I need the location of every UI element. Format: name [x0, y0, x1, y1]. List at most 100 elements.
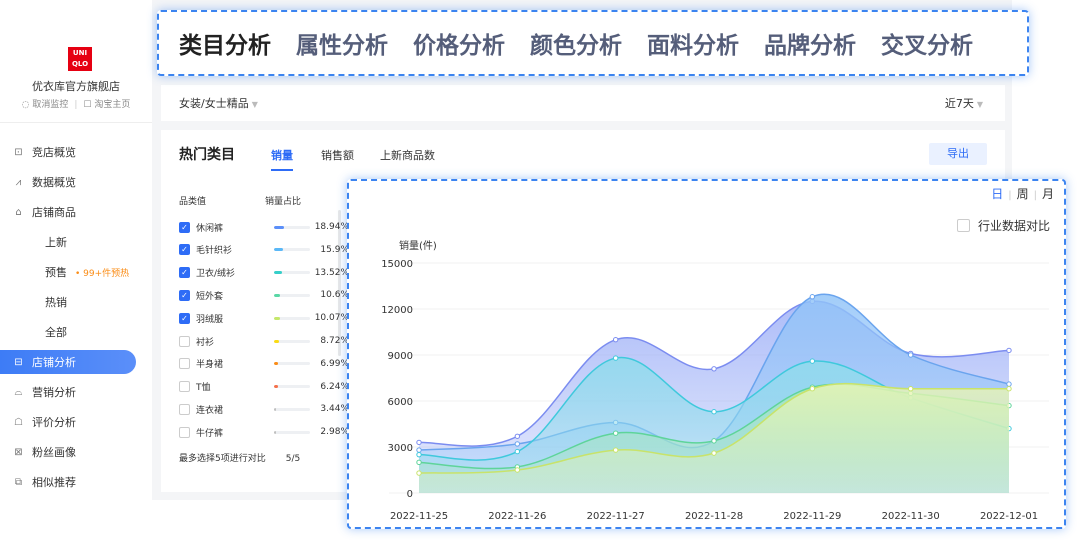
cancel-monitor-link[interactable]: ◌ 取消监控	[21, 100, 69, 110]
category-checkbox[interactable]	[179, 403, 190, 415]
data-point	[809, 358, 816, 364]
analysis-tab-3[interactable]: 颜色分析	[530, 33, 622, 59]
sidebar-item-8[interactable]: ⌓ 营销分析	[0, 380, 136, 404]
export-button[interactable]: 导出	[929, 143, 987, 165]
copy-icon: ⧉	[14, 476, 23, 488]
scrollbar[interactable]	[338, 210, 341, 356]
sidebar-item-2[interactable]: ⌂ 店铺商品	[0, 200, 136, 224]
share-bar	[274, 248, 310, 252]
category-name: 毛针织衫	[196, 246, 233, 257]
x-tick-label: 2022-11-26	[488, 511, 546, 522]
period-week[interactable]: 周	[1016, 187, 1029, 201]
sidebar-item-label: 竞店概览	[32, 146, 76, 159]
share-bar	[274, 407, 310, 411]
sidebar-item-11[interactable]: ⧉ 相似推荐	[0, 470, 136, 494]
sidebar-item-0[interactable]: ⊡ 竞店概览	[0, 140, 136, 164]
category-name: 羽绒服	[196, 314, 224, 325]
sidebar-item-label: 热销	[45, 296, 67, 309]
data-point	[711, 366, 717, 372]
sales-trend-chart: 日 | 周 | 月 行业数据对比 0 3000 6000 9000 12000 15000 销量(件…	[347, 179, 1066, 529]
y-tick-label: 6000	[388, 397, 413, 408]
category-row[interactable]: 牛仔裤 2.98%	[179, 423, 349, 441]
category-row[interactable]: ✓ 卫衣/绒衫 13.52%	[179, 264, 349, 282]
data-point	[1006, 381, 1012, 387]
panel-title: 热门类目	[179, 147, 235, 163]
period-day[interactable]: 日	[991, 187, 1004, 201]
analysis-tab-0[interactable]: 类目分析	[179, 33, 271, 59]
analysis-tab-5[interactable]: 品牌分析	[764, 33, 856, 59]
sidebar-item-label: 粉丝画像	[32, 446, 76, 459]
shop-actions: ◌ 取消监控 | ☐ 淘宝主页	[21, 100, 131, 110]
gift-icon: ⌓	[14, 386, 23, 398]
logo-text-bottom: QLO	[71, 60, 89, 68]
tab-new-items[interactable]: 上新商品数	[380, 149, 435, 162]
data-point	[612, 355, 619, 361]
category-checkbox[interactable]	[179, 358, 190, 370]
data-point	[809, 294, 816, 300]
category-row[interactable]: 连衣裙 3.44%	[179, 400, 349, 418]
analysis-tab-1[interactable]: 属性分析	[296, 33, 388, 59]
compare-checkbox[interactable]	[956, 219, 970, 232]
sidebar-item-label: 预售	[45, 266, 67, 279]
category-row[interactable]: ✓ 毛针织衫 15.9%	[179, 241, 349, 259]
analysis-tab-2[interactable]: 价格分析	[413, 33, 505, 59]
fans-icon: ⊠	[14, 446, 23, 458]
sidebar-item-5[interactable]: 热销	[0, 290, 136, 314]
share-bar	[274, 293, 310, 297]
taobao-home-link[interactable]: ☐ 淘宝主页	[83, 100, 131, 110]
y-tick-label: 15000	[381, 259, 413, 270]
sidebar-item-3[interactable]: 上新	[0, 230, 136, 254]
category-share: 8.72%	[320, 336, 350, 346]
sidebar-divider	[0, 122, 152, 123]
category-row[interactable]: 衬衫 8.72%	[179, 332, 349, 350]
y-axis-label: 销量(件)	[399, 239, 437, 252]
column-header-category: 品类值	[179, 197, 207, 207]
category-name: 牛仔裤	[196, 428, 224, 439]
share-bar-fill	[274, 430, 277, 434]
category-checkbox[interactable]: ✓	[179, 312, 190, 324]
filter-bar: 女装/女士精品 ▼ 近7天 ▼	[161, 85, 1005, 121]
category-row[interactable]: ✓ 羽绒服 10.07%	[179, 309, 349, 327]
category-checkbox[interactable]: ✓	[179, 289, 190, 301]
sidebar-item-7[interactable]: ⊟ 店铺分析	[0, 350, 136, 374]
sidebar-item-9[interactable]: ☖ 评价分析	[0, 410, 136, 434]
category-row[interactable]: ✓ 短外套 10.6%	[179, 286, 349, 304]
sidebar-item-10[interactable]: ⊠ 粉丝画像	[0, 440, 136, 464]
chevron-down-icon: ▼	[251, 100, 258, 109]
sidebar-item-label: 数据概览	[32, 176, 76, 189]
line-chart-icon: ⩘	[15, 176, 22, 188]
tab-sales-volume[interactable]: 销量	[271, 149, 293, 171]
analysis-tab-4[interactable]: 面料分析	[647, 33, 739, 59]
tab-sales-amount[interactable]: 销售额	[321, 149, 354, 162]
category-checkbox[interactable]: ✓	[179, 221, 190, 233]
compare-limit-text: 最多选择5项进行对比	[179, 454, 266, 464]
y-tick-label: 3000	[388, 443, 413, 454]
industry-compare-toggle[interactable]: 行业数据对比	[956, 217, 1050, 234]
sidebar-item-1[interactable]: ⩘ 数据概览	[0, 170, 136, 194]
category-checkbox[interactable]: ✓	[179, 267, 190, 279]
sidebar-item-label: 相似推荐	[32, 476, 76, 489]
period-select[interactable]: 近7天 ▼	[945, 95, 983, 111]
series-area-4	[419, 383, 1009, 493]
x-tick-label: 2022-11-28	[685, 511, 743, 522]
sidebar-item-label: 营销分析	[32, 386, 76, 399]
analysis-tab-6[interactable]: 交叉分析	[881, 33, 973, 59]
sidebar-item-label: 上新	[45, 236, 67, 249]
x-tick-label: 2022-12-01	[980, 511, 1038, 522]
share-bar	[274, 316, 310, 320]
sidebar-item-6[interactable]: 全部	[0, 320, 136, 344]
category-checkbox[interactable]: ✓	[179, 244, 190, 256]
period-toggle: 日 | 周 | 月	[991, 187, 1054, 201]
x-tick-label: 2022-11-30	[882, 511, 940, 522]
bag-icon: ⌂	[15, 206, 22, 218]
category-row[interactable]: ✓ 休闲裤 18.94%	[179, 218, 349, 236]
category-checkbox[interactable]	[179, 335, 190, 347]
category-select[interactable]: 女装/女士精品 ▼	[179, 95, 258, 111]
category-row[interactable]: 半身裙 6.99%	[179, 355, 349, 373]
category-checkbox[interactable]	[179, 381, 190, 393]
category-checkbox[interactable]	[179, 426, 190, 438]
category-share: 6.99%	[320, 358, 350, 369]
period-month[interactable]: 月	[1041, 187, 1054, 201]
category-row[interactable]: T恤 6.24%	[179, 378, 349, 396]
sidebar-item-4[interactable]: 预售 • 99+件预热	[0, 260, 136, 284]
